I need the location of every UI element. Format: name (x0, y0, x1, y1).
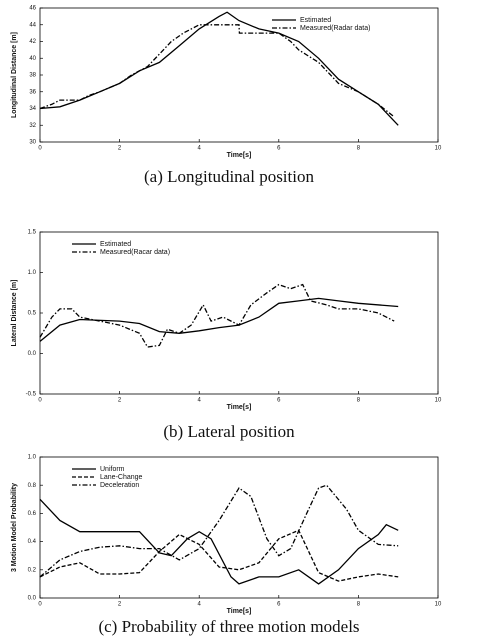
y-tick-label: 40 (29, 56, 36, 62)
x-tick-label: 6 (277, 146, 281, 152)
x-tick-label: 0 (38, 398, 42, 404)
plot-frame (39, 456, 439, 599)
x-tick-label: 4 (198, 398, 202, 404)
y-tick-label: 0.8 (28, 483, 37, 489)
x-axis-label: Time[s] (227, 152, 252, 159)
legend-label: Estimated (100, 241, 131, 248)
y-tick-label: 34 (29, 106, 36, 112)
y-tick-label: 0.2 (28, 567, 37, 573)
y-tick-label: 0.5 (28, 311, 37, 317)
legend-label: Deceleration (100, 482, 139, 489)
y-tick-label: 38 (29, 73, 36, 79)
series-line (39, 498, 399, 585)
x-tick-label: 0 (38, 146, 42, 152)
chart: 0 2 4 6 8 10 -0.5 0.0 0.5 1.0 1.5 Time[s] Lateral Di… (11, 230, 442, 441)
y-tick-label: 0.6 (28, 511, 37, 517)
y-tick-label: 1.0 (28, 270, 37, 276)
x-tick-label: 2 (118, 398, 122, 404)
x-tick-label: 8 (357, 146, 361, 152)
legend-label: Lane-Change (100, 474, 143, 481)
x-tick-label: 0 (38, 602, 42, 608)
x-tick-label: 10 (435, 146, 442, 152)
caption: (b) Lateral position (163, 422, 295, 441)
y-tick-label: 0.0 (28, 596, 37, 602)
chart: 0 2 4 6 8 10 0.0 0.2 0.4 0.6 0.8 1.0 Time[s] 3 Motion… (11, 455, 442, 636)
x-tick-label: 6 (277, 602, 281, 608)
series-line (39, 297, 399, 342)
y-tick-label: 42 (29, 39, 36, 45)
y-axis-label: Longitudinal Distance [m] (11, 32, 18, 118)
x-tick-label: 8 (357, 398, 361, 404)
x-tick-label: 10 (435, 602, 442, 608)
x-tick-label: 4 (198, 602, 202, 608)
plot-frame (39, 231, 439, 395)
x-tick-label: 2 (118, 602, 122, 608)
legend-label: Estimated (300, 17, 331, 24)
y-tick-label: 44 (29, 22, 36, 28)
y-tick-label: 46 (29, 6, 36, 12)
y-tick-label: 1.5 (28, 230, 37, 236)
y-tick-label: 36 (29, 89, 36, 95)
y-tick-label: 30 (29, 140, 36, 146)
x-axis-label: Time[s] (227, 608, 252, 615)
series-line (39, 24, 395, 118)
y-axis-label: Lateral Distance [m] (11, 280, 18, 347)
y-tick-label: -0.5 (26, 392, 37, 398)
legend-label: Uniform (100, 466, 125, 473)
caption: (c) Probability of three motion models (98, 617, 359, 636)
x-tick-label: 10 (435, 398, 442, 404)
caption: (a) Longitudinal position (144, 167, 314, 186)
x-tick-label: 2 (118, 146, 122, 152)
x-tick-label: 8 (357, 602, 361, 608)
y-tick-label: 32 (29, 123, 36, 129)
x-tick-label: 4 (198, 146, 202, 152)
series-line (39, 484, 399, 578)
y-axis-label: 3 Motion Model Probability (11, 483, 18, 572)
y-tick-label: 0.0 (28, 351, 37, 357)
x-tick-label: 6 (277, 398, 281, 404)
series-line (39, 529, 399, 582)
chart: 0 2 4 6 8 10303234363840424446Time[s]Longitud… (11, 6, 442, 186)
y-tick-label: 0.4 (28, 539, 37, 545)
x-axis-label: Time[s] (227, 404, 252, 411)
legend-label: Measured(Radar data) (300, 25, 370, 32)
series-line (39, 283, 395, 348)
legend-label: Measured(Racar data) (100, 249, 170, 256)
y-tick-label: 1.0 (28, 455, 37, 461)
